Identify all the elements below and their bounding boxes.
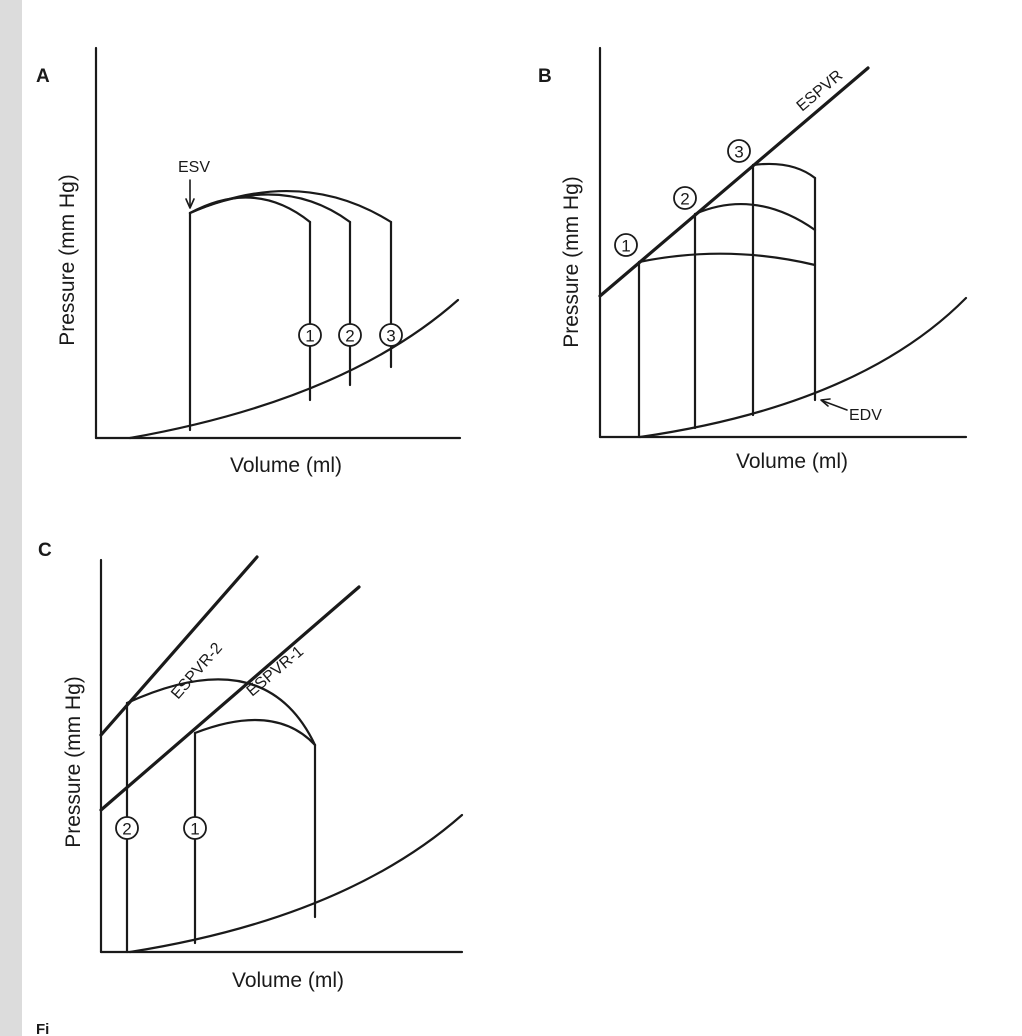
panel-a-loop-2-number: 2: [345, 327, 354, 346]
panel-b-loop-2-ejection-curve: [693, 203, 817, 232]
panel-b-x-label: Volume (ml): [736, 450, 848, 473]
panel-b-loop-3-ejection-curve: [751, 162, 817, 180]
panel-a-x-label: Volume (ml): [230, 454, 342, 477]
panel-b-edpvr-curve: [638, 296, 968, 439]
panel-a-loop-1-marker: [298, 323, 322, 347]
panel-a-loop-3-marker: [379, 323, 403, 347]
panel-c-espvr-1-line: [99, 585, 361, 812]
panel-c-letter: C: [38, 540, 52, 561]
panel-b-loop-1-ejection-curve: [637, 252, 817, 267]
panel-b: B Pressure (mm Hg) Volume (ml) ESPVR EDV…: [538, 46, 968, 473]
panel-b-loop-3-marker: [727, 139, 751, 163]
panel-b-loop-1-number: 1: [621, 237, 630, 256]
panel-b-edv-label: EDV: [849, 407, 882, 424]
panel-a-esv-arrowhead-icon: [185, 198, 195, 209]
panel-c-loop-2-number: 2: [122, 820, 131, 839]
panel-b-y-label: Pressure (mm Hg): [560, 176, 583, 348]
panel-a-loop-2-ejection-curve: [188, 193, 352, 224]
panel-c-x-label: Volume (ml): [232, 969, 344, 992]
panel-c-edpvr-curve: [128, 813, 464, 954]
panel-b-loop-2-marker: [673, 186, 697, 210]
panel-b-edv-arrow: [822, 400, 848, 411]
panel-c-loop-1-ejection-curve: [193, 718, 317, 747]
panel-a-edpvr-curve: [128, 298, 460, 440]
panel-a-loop-3-ejection-curve: [188, 189, 393, 224]
panel-a-loop-1-number: 1: [305, 327, 314, 346]
panel-b-edv-arrowhead-icon: [820, 398, 831, 407]
panel-a-loop-2-marker: [338, 323, 362, 347]
panel-b-loop-1-marker: [614, 233, 638, 257]
panel-b-loop-2-number: 2: [680, 190, 689, 209]
panel-c-loop-1-marker: [183, 816, 207, 840]
panel-a-letter: A: [36, 66, 50, 87]
panel-c-espvr-1-label: ESPVR-1: [244, 643, 307, 700]
panel-b-espvr-line: [598, 66, 870, 298]
panel-a-loop-1-ejection-curve: [188, 196, 312, 224]
panel-a-y-label: Pressure (mm Hg): [56, 174, 79, 346]
figure-caption-fragment: Fi: [36, 1021, 49, 1036]
panel-c-y-label: Pressure (mm Hg): [62, 676, 85, 848]
panel-c-loop-2-ejection-curve: [125, 678, 317, 747]
panel-b-loop-3-number: 3: [734, 143, 743, 162]
panel-a-esv-label: ESV: [178, 159, 210, 176]
panel-c-loop-1-number: 1: [190, 820, 199, 839]
panel-c-loop-2-marker: [115, 816, 139, 840]
panel-a: A Pressure (mm Hg) Volume (ml) ESV 1 2 3: [36, 46, 462, 477]
panel-a-loop-3-number: 3: [386, 327, 395, 346]
panel-c-espvr-2-line: [99, 555, 259, 737]
panel-c: C Pressure (mm Hg) Volume (ml) ESPVR-2 E…: [38, 540, 464, 992]
page-edge-shadow: [0, 0, 22, 1036]
panel-b-letter: B: [538, 66, 552, 87]
